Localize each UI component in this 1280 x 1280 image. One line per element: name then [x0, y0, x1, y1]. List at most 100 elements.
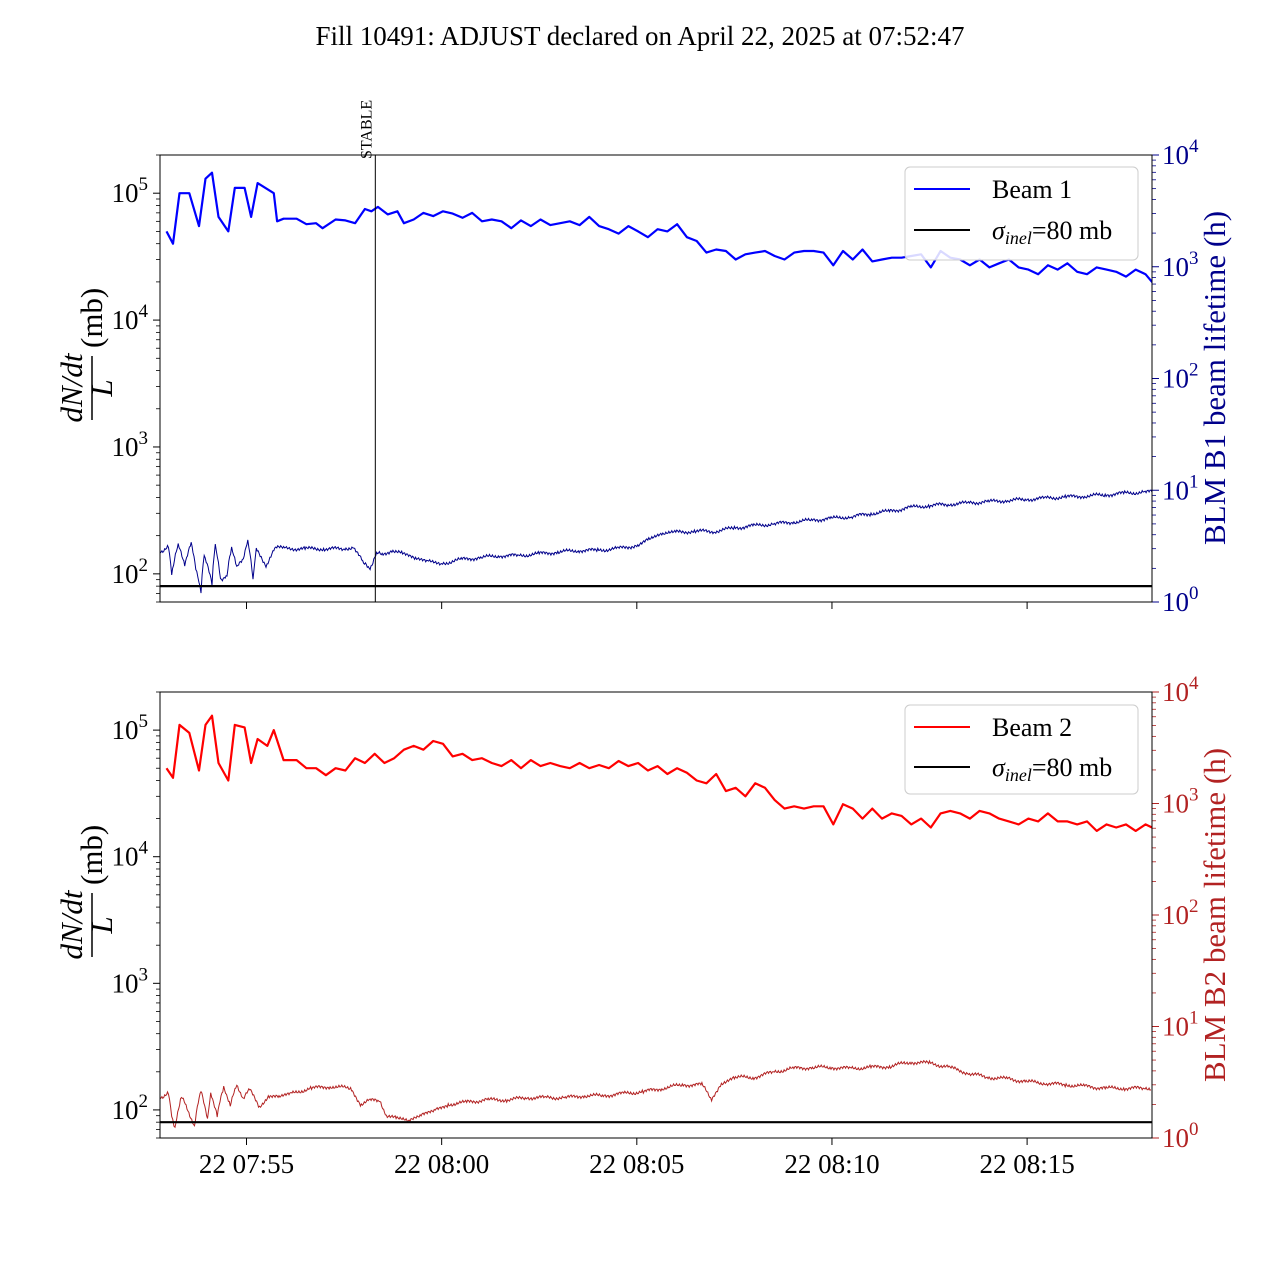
bottom-panel-ylabel: dN/dt L (mb) — [54, 825, 119, 960]
top-y2tick-base: 10 — [1162, 140, 1189, 170]
bottom-legend-sigma-label: σinel=80 mb — [992, 753, 1112, 785]
bottom-legend: Beam 2 σinel=80 mb — [904, 704, 1139, 795]
bottom-y2tick-exp: 4 — [1189, 673, 1199, 694]
bottom-ytick-base: 10 — [112, 1095, 139, 1125]
top-y2tick-exp: 4 — [1189, 136, 1199, 157]
top-ytick-base: 10 — [112, 178, 139, 208]
bottom-ylabel-unit: (mb) — [74, 825, 109, 885]
top-ytick-label: 103 — [112, 428, 149, 462]
bottom-y2tick-label: 102 — [1162, 896, 1199, 930]
bottom-ylabel-denominator: L — [84, 916, 119, 934]
bottom-ytick-exp: 2 — [139, 1091, 149, 1112]
top-panel-blm-series — [160, 489, 1152, 594]
beam-loss-line — [165, 714, 1152, 832]
top-panel-beam-series — [160, 171, 1152, 588]
top-y2tick-base: 10 — [1162, 252, 1189, 282]
top-legend-box — [904, 166, 1139, 261]
bottom-y2tick-base: 10 — [1162, 1123, 1189, 1153]
top-legend-sigma-label: σinel=80 mb — [992, 216, 1112, 248]
top-ytick-label: 102 — [112, 555, 149, 589]
top-panel-ylabel: dN/dt L (mb) — [54, 288, 119, 423]
bottom-y2tick-exp: 3 — [1189, 785, 1199, 806]
top-ytick-base: 10 — [112, 432, 139, 462]
top-ylabel-numerator: dN/dt — [54, 352, 89, 422]
bottom-ytick-label: 104 — [112, 838, 149, 872]
top-ytick-base: 10 — [112, 559, 139, 589]
top-legend-sigma-symbol: σ — [992, 216, 1006, 245]
top-ylabel-unit: (mb) — [74, 288, 109, 348]
top-y2tick-base: 10 — [1162, 475, 1189, 505]
bottom-y2tick-label: 100 — [1162, 1119, 1199, 1153]
bottom-y2tick-exp: 0 — [1189, 1119, 1199, 1140]
xtick-label: 22 08:00 — [394, 1149, 489, 1179]
top-y2tick-label: 104 — [1162, 136, 1199, 170]
bottom-ytick-label: 105 — [112, 711, 149, 745]
top-legend-sigma-rest: =80 mb — [1032, 216, 1112, 245]
top-y2tick-label: 100 — [1162, 583, 1199, 617]
top-y2tick-label: 103 — [1162, 248, 1199, 282]
bottom-ytick-exp: 5 — [139, 711, 149, 732]
blm-lifetime-line — [160, 1059, 1152, 1129]
bottom-y2tick-base: 10 — [1162, 677, 1189, 707]
top-y2tick-exp: 3 — [1189, 248, 1199, 269]
top-y2tick-base: 10 — [1162, 587, 1189, 617]
top-ytick-label: 104 — [112, 301, 149, 335]
bottom-ytick-label: 103 — [112, 964, 149, 998]
bottom-panel-beam-series — [160, 714, 1152, 1124]
bottom-panel-y2label: BLM B2 beam lifetime (h) — [1197, 748, 1232, 1082]
bottom-ylabel-numerator: dN/dt — [54, 889, 89, 959]
bottom-panel-blm-series — [160, 1059, 1152, 1129]
bottom-ytick-exp: 4 — [139, 838, 149, 859]
top-y2tick-label: 101 — [1162, 471, 1199, 505]
bottom-y2tick-base: 10 — [1162, 1012, 1189, 1042]
xtick-label: 22 08:05 — [589, 1149, 684, 1179]
top-ylabel-denominator: L — [84, 379, 119, 397]
top-ytick-exp: 3 — [139, 428, 149, 449]
top-legend-beam-label: Beam 1 — [992, 175, 1072, 204]
top-ytick-exp: 2 — [139, 555, 149, 576]
top-ytick-exp: 4 — [139, 301, 149, 322]
top-ytick-label: 105 — [112, 174, 149, 208]
beam-loss-line — [165, 171, 1152, 284]
bottom-y2tick-exp: 1 — [1189, 1008, 1199, 1029]
bottom-y2tick-label: 101 — [1162, 1008, 1199, 1042]
bottom-legend-sigma-rest: =80 mb — [1032, 753, 1112, 782]
xtick-label: 22 08:15 — [979, 1149, 1074, 1179]
top-panel-y2label: BLM B1 beam lifetime (h) — [1197, 211, 1232, 545]
bottom-ytick-base: 10 — [112, 842, 139, 872]
blm-lifetime-line — [160, 489, 1152, 594]
bottom-y2tick-label: 103 — [1162, 785, 1199, 819]
bottom-y2tick-base: 10 — [1162, 789, 1189, 819]
bottom-y2tick-label: 104 — [1162, 673, 1199, 707]
stable-marker: STABLE — [358, 100, 376, 602]
bottom-panel-frame — [159, 691, 1153, 1139]
top-y2tick-base: 10 — [1162, 364, 1189, 394]
xtick-label: 22 08:10 — [784, 1149, 879, 1179]
bottom-ytick-exp: 3 — [139, 964, 149, 985]
bottom-legend-sigma-symbol: σ — [992, 753, 1006, 782]
bottom-ytick-base: 10 — [112, 968, 139, 998]
bottom-ytick-base: 10 — [112, 715, 139, 745]
top-legend-sigma-sub: inel — [1005, 228, 1032, 248]
stable-label: STABLE — [358, 100, 375, 159]
top-y2tick-exp: 1 — [1189, 471, 1199, 492]
top-y2tick-label: 102 — [1162, 360, 1199, 394]
top-legend: Beam 1 σinel=80 mb — [904, 166, 1139, 261]
top-y2tick-exp: 2 — [1189, 360, 1199, 381]
top-y2tick-exp: 0 — [1189, 583, 1199, 604]
bottom-ytick-label: 102 — [112, 1091, 149, 1125]
bottom-legend-sigma-sub: inel — [1005, 765, 1032, 785]
top-panel-frame — [159, 154, 1153, 603]
bottom-y2tick-base: 10 — [1162, 900, 1189, 930]
bottom-legend-beam-label: Beam 2 — [992, 713, 1072, 742]
xtick-label: 22 07:55 — [199, 1149, 294, 1179]
top-ytick-base: 10 — [112, 305, 139, 335]
figure-title: Fill 10491: ADJUST declared on April 22,… — [316, 21, 965, 51]
bottom-y2tick-exp: 2 — [1189, 896, 1199, 917]
top-ytick-exp: 5 — [139, 174, 149, 195]
